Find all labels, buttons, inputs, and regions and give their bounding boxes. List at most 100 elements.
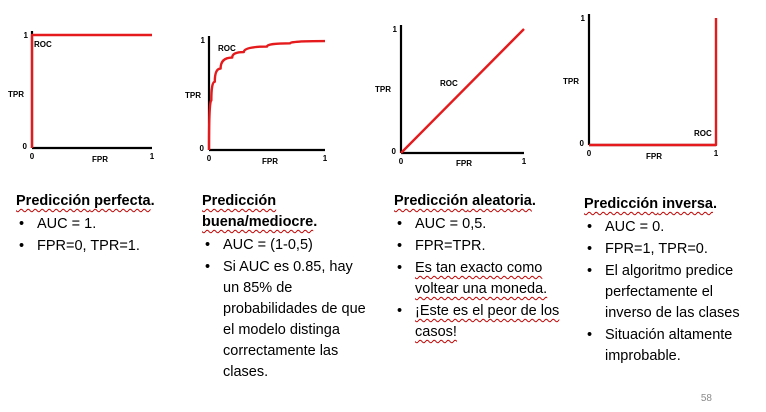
title-word-prediccion: Predicción <box>16 193 91 209</box>
list-item: • AUC = (1-0,5) <box>202 235 370 256</box>
y-tick-label: 0 <box>580 139 585 148</box>
list-item: • AUC = 0. <box>584 217 759 238</box>
list-item: • FPR=0, TPR=1. <box>16 236 191 257</box>
bullet-text: FPR=TPR. <box>415 238 486 254</box>
x-axis-label: FPR <box>262 157 278 166</box>
x-tick-label: 0 <box>207 154 212 163</box>
bullet-icon: • <box>397 216 403 232</box>
bullet-list: • AUC = (1-0,5) • Si AUC es 0.85, hay un 8… <box>202 235 370 383</box>
list-item: • Es tan exacto como voltear una moneda. <box>394 258 560 300</box>
roc-series-label: ROC <box>440 79 458 88</box>
x-tick-label: 0 <box>399 157 404 166</box>
x-tick-label: 1 <box>150 152 155 161</box>
x-tick-label: 0 <box>30 152 35 161</box>
y-tick-label: 1 <box>393 25 398 34</box>
list-item: • AUC = 1. <box>16 214 191 235</box>
bullet-text: AUC = 1. <box>37 216 97 232</box>
bullet-text: FPR=1, TPR=0. <box>605 241 708 257</box>
roc-curve-line <box>207 39 326 151</box>
column-perfect: Predicción perfecta. • AUC = 1. • FPR=0, T… <box>16 191 191 258</box>
y-tick-label: 1 <box>201 36 206 45</box>
title-end: . <box>531 193 536 209</box>
list-item: • ¡Este es el peor de los casos! <box>394 301 560 343</box>
bullet-text: Si AUC es 0.85, hay un 85% de probabilid… <box>223 259 366 380</box>
roc-curve-line <box>589 18 718 147</box>
list-item: • FPR=1, TPR=0. <box>584 239 759 260</box>
bullet-text: FPR=0, TPR=1. <box>37 238 140 254</box>
title-word-kind: aleatoria <box>468 193 532 209</box>
roc-curve-line <box>400 28 525 154</box>
column-title: Predicción perfecta. <box>16 191 191 212</box>
list-item: • Si AUC es 0.85, hay un 85% de probabili… <box>202 257 370 383</box>
roc-series-label: ROC <box>34 40 52 49</box>
roc-curve-line <box>30 33 152 148</box>
roc-chart-inverse-svg: 1 00 1 TPR FPR ROC <box>563 14 719 161</box>
y-tick-label: 1 <box>24 31 29 40</box>
x-axis-label: FPR <box>456 159 472 168</box>
bullet-icon: • <box>19 238 25 254</box>
roc-chart-good: 1 0 0 1 TPR FPR ROC <box>0 0 340 170</box>
bullet-text: AUC = 0,5. <box>415 216 487 232</box>
list-item: • FPR=TPR. <box>394 236 560 257</box>
bullet-icon: • <box>587 327 593 343</box>
bullet-icon: • <box>397 238 403 254</box>
bullet-text: El algoritmo predice perfectamente el in… <box>605 263 740 321</box>
bullet-text: AUC = (1-0,5) <box>223 237 313 253</box>
title-word-kind: inversa <box>658 196 713 212</box>
x-axis-label: FPR <box>646 152 662 161</box>
title-end: . <box>313 214 318 230</box>
y-tick-label: 0 <box>23 142 28 151</box>
roc-chart-random-svg: 1 00 1 TPR FPR ROC <box>375 25 527 168</box>
title-end: . <box>150 193 155 209</box>
y-axis-label: TPR <box>8 90 24 99</box>
column-random: Predicción aleatoria. • AUC = 0,5. • FPR=T… <box>394 191 560 344</box>
column-inverse: Predicción inversa. • AUC = 0. • FPR=1, TP… <box>584 194 759 368</box>
x-axis-label: FPR <box>92 155 108 164</box>
bullet-icon: • <box>19 216 25 232</box>
bullet-text: Situación altamente improbable. <box>605 327 733 364</box>
y-axis-label: TPR <box>185 91 201 100</box>
bullet-icon: • <box>205 237 211 253</box>
y-axis-label: TPR <box>563 77 579 86</box>
y-tick-label: 0 <box>200 144 205 153</box>
y-tick-label: 0 <box>392 147 397 156</box>
bullet-icon: • <box>587 263 593 279</box>
column-title: Predicción inversa. <box>584 194 759 215</box>
x-tick-label: 0 <box>587 149 592 158</box>
bullet-icon: • <box>397 260 403 276</box>
roc-chart-good-svg: 1 00 1 TPR FPR ROC <box>185 36 328 166</box>
bullet-icon: • <box>587 241 593 257</box>
roc-chart-inverse: 1 0 0 1 TPR FPR ROC <box>0 0 730 170</box>
title-word-kind: perfecta <box>90 193 151 209</box>
column-title: Predicción aleatoria. <box>394 191 560 212</box>
title-word-prediccion: Predicción <box>584 196 659 212</box>
list-item: • AUC = 0,5. <box>394 214 560 235</box>
bullet-text: ¡Este es el peor de los casos! <box>415 303 560 340</box>
title-end: . <box>712 196 717 212</box>
roc-chart-perfect: 1 0 0 1 TPR FPR ROC <box>0 0 170 170</box>
page-number: 58 <box>700 393 712 404</box>
y-tick-label: 1 <box>581 14 586 23</box>
column-title: Predicción buena/mediocre. <box>202 191 370 233</box>
x-tick-label: 1 <box>323 154 328 163</box>
list-item: • El algoritmo predice perfectamente el … <box>584 261 759 324</box>
column-good: Predicción buena/mediocre. • AUC = (1-0,5)… <box>202 191 370 384</box>
bullet-icon: • <box>205 259 211 275</box>
roc-series-label: ROC <box>694 129 712 138</box>
bullet-icon: • <box>587 219 593 235</box>
bullet-list: • AUC = 0. • FPR=1, TPR=0. • El algoritmo … <box>584 217 759 367</box>
bullet-icon: • <box>397 303 403 319</box>
y-axis-label: TPR <box>375 85 391 94</box>
title-word-prediccion: Predicción <box>394 193 469 209</box>
x-tick-label: 1 <box>522 157 527 166</box>
x-tick-label: 1 <box>714 149 719 158</box>
roc-chart-random: 1 0 0 1 TPR FPR ROC <box>0 0 540 170</box>
bullet-text: AUC = 0. <box>605 219 665 235</box>
title-word-prediccion: Predicción <box>202 193 277 209</box>
roc-chart-perfect-svg: 1 00 1 TPR FPR ROC <box>8 31 155 164</box>
roc-series-label: ROC <box>218 44 236 53</box>
bullet-list: • AUC = 1. • FPR=0, TPR=1. <box>16 214 191 257</box>
bullet-list: • AUC = 0,5. • FPR=TPR. • Es tan exacto com… <box>394 214 560 343</box>
bullet-text: Es tan exacto como voltear una moneda. <box>415 260 548 297</box>
list-item: • Situación altamente improbable. <box>584 325 759 367</box>
